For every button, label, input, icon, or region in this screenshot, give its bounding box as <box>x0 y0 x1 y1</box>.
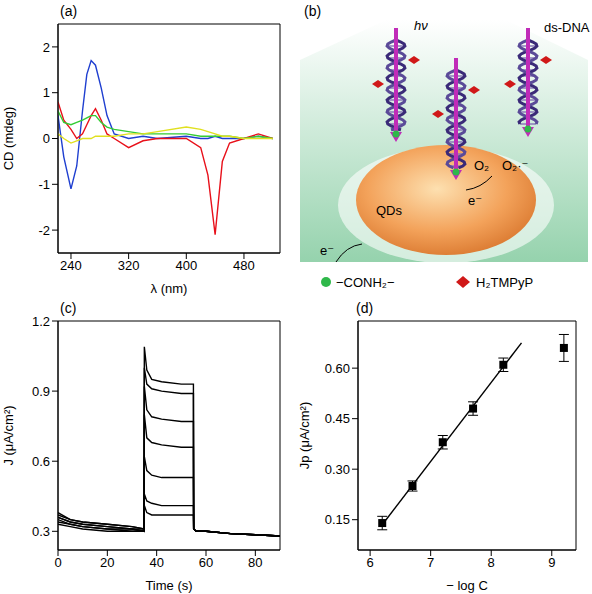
svg-text:CD (mdeg): CD (mdeg) <box>1 107 16 171</box>
html-text:(c): (c) <box>60 300 77 316</box>
svg-text:7: 7 <box>427 555 434 570</box>
svg-text:QDs: QDs <box>376 203 403 218</box>
svg-text:0.9: 0.9 <box>32 384 50 399</box>
svg-text:0.3: 0.3 <box>32 524 50 539</box>
svg-text:1: 1 <box>43 85 50 100</box>
svg-text:0.60: 0.60 <box>325 361 350 376</box>
svg-text:-2: -2 <box>38 223 50 238</box>
svg-text:0: 0 <box>54 555 61 570</box>
svg-text:40: 40 <box>149 555 163 570</box>
svg-text:e⁻: e⁻ <box>468 193 482 208</box>
svg-text:0.30: 0.30 <box>325 462 350 477</box>
svg-text:1.2: 1.2 <box>32 314 50 329</box>
svg-text:−CONH₂−: −CONH₂− <box>336 275 395 290</box>
svg-text:0.15: 0.15 <box>325 512 350 527</box>
svg-text:80: 80 <box>248 555 262 570</box>
svg-text:2: 2 <box>43 40 50 55</box>
svg-text:ds-DNA: ds-DNA <box>544 20 590 35</box>
svg-text:hν: hν <box>414 18 428 33</box>
svg-text:60: 60 <box>199 555 213 570</box>
svg-text:J (μA/cm²): J (μA/cm²) <box>1 405 16 465</box>
svg-text:e⁻: e⁻ <box>320 243 334 258</box>
svg-text:0.45: 0.45 <box>325 411 350 426</box>
svg-text:-1: -1 <box>38 177 50 192</box>
svg-text:240: 240 <box>60 258 82 273</box>
svg-text:0.6: 0.6 <box>32 454 50 469</box>
svg-text:λ (nm): λ (nm) <box>151 281 188 296</box>
html-text:(a): (a) <box>60 3 78 19</box>
svg-text:H₂TMPyP: H₂TMPyP <box>476 275 533 290</box>
svg-text:Jp (μA/cm²): Jp (μA/cm²) <box>297 402 312 469</box>
svg-text:Time (s): Time (s) <box>145 578 192 593</box>
svg-text:6: 6 <box>366 555 373 570</box>
svg-text:400: 400 <box>175 258 197 273</box>
svg-text:0: 0 <box>43 131 50 146</box>
svg-text:9: 9 <box>548 555 555 570</box>
svg-text:480: 480 <box>233 258 255 273</box>
svg-text:− log C: − log C <box>446 578 488 593</box>
svg-text:320: 320 <box>118 258 140 273</box>
html-text:(b): (b) <box>304 3 322 19</box>
html-text:(d): (d) <box>356 300 374 316</box>
svg-text:O₂: O₂ <box>474 158 489 173</box>
svg-text:8: 8 <box>488 555 495 570</box>
svg-text:20: 20 <box>100 555 114 570</box>
svg-text:O₂·⁻: O₂·⁻ <box>502 158 528 173</box>
